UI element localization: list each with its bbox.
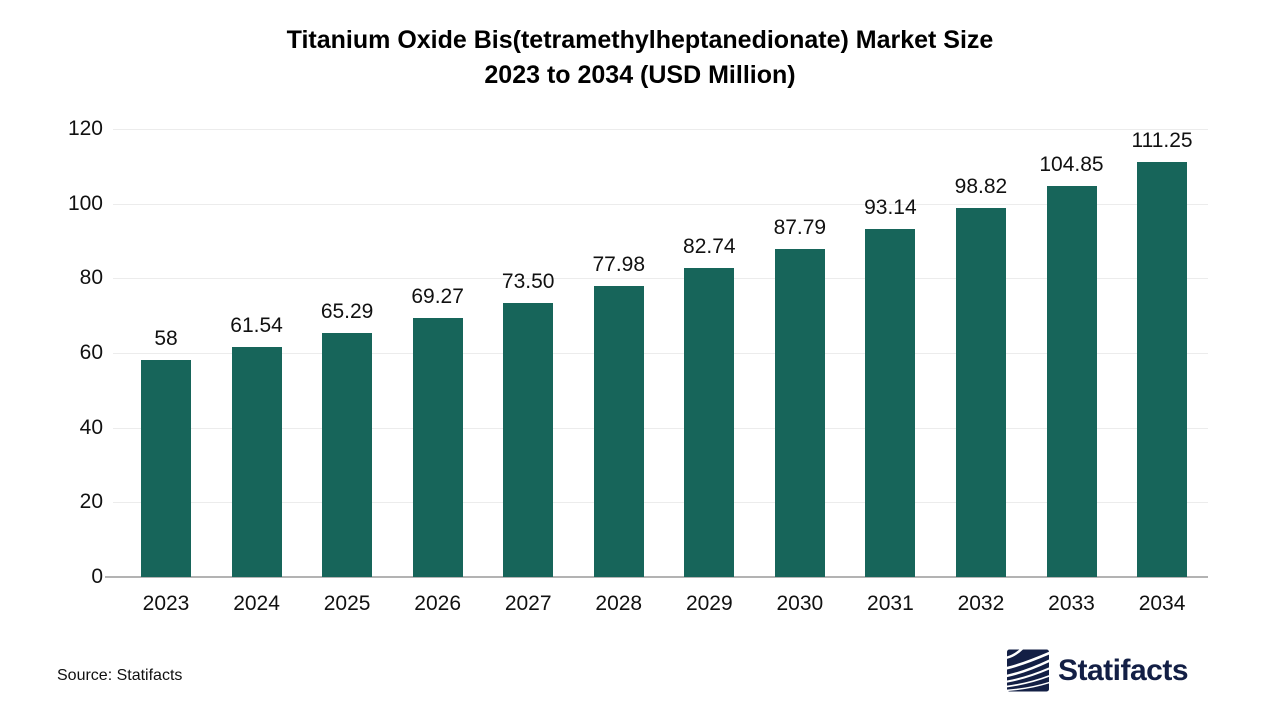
x-axis-tick-label: 2029 — [685, 592, 733, 615]
y-axis-tick-label: 40 — [79, 415, 103, 439]
bar-value-label: 73.50 — [501, 269, 555, 293]
source-note: Source: Statifacts — [57, 667, 183, 684]
bar-value-label: 104.85 — [1039, 152, 1104, 176]
bar-value-label: 87.79 — [773, 216, 827, 240]
bar-2031 — [865, 229, 916, 577]
y-axis-tick-label: 80 — [79, 266, 103, 290]
gridline-y-20 — [113, 502, 1208, 504]
gridline-y-60 — [113, 353, 1208, 354]
x-axis-line — [105, 576, 1208, 578]
x-axis-tick-label: 2030 — [776, 592, 824, 615]
x-axis-tick-label: 2034 — [1138, 592, 1186, 615]
bar-value-label: 82.74 — [683, 235, 736, 259]
bar-2026 — [412, 318, 463, 577]
bar-2034 — [1137, 161, 1188, 577]
bar-2029 — [684, 268, 735, 577]
x-axis-tick-label: 2033 — [1048, 592, 1095, 615]
bar-value-label: 93.14 — [864, 196, 917, 220]
brand-name: Statifacts — [1058, 654, 1189, 687]
bar-value-label: 98.82 — [954, 175, 1008, 199]
bar-2033 — [1046, 185, 1097, 577]
y-axis-tick-label: 100 — [67, 191, 103, 215]
x-axis-tick-label: 2028 — [595, 592, 643, 615]
y-axis-tick-label: 60 — [79, 341, 103, 364]
bar-value-label: 61.54 — [230, 314, 283, 338]
bar-2024 — [231, 347, 282, 577]
bar-value-label: 65.29 — [320, 300, 374, 324]
gridline-y-120 — [113, 129, 1208, 130]
bar-value-label: 77.98 — [592, 252, 646, 276]
waves-logo-icon — [1007, 649, 1049, 692]
gridline-y-100 — [113, 203, 1208, 205]
bar-value-label: 111.25 — [1131, 128, 1193, 152]
bar-2027 — [503, 302, 554, 577]
x-axis-tick-label: 2026 — [414, 592, 461, 615]
brand-logo: Statifacts — [1007, 649, 1189, 692]
bar-2030 — [774, 249, 825, 577]
x-axis-tick-label: 2031 — [867, 592, 914, 615]
y-axis-tick-label: 0 — [91, 565, 103, 588]
y-axis-tick-label: 20 — [79, 490, 103, 514]
bar-value-label: 69.27 — [411, 285, 464, 309]
x-axis-tick-label: 2032 — [957, 592, 1005, 615]
chart-title-line2: 2023 to 2034 (USD Million) — [484, 61, 796, 89]
bar-2032 — [955, 208, 1006, 577]
x-axis-tick-label: 2027 — [504, 592, 552, 615]
x-axis-tick-label: 2025 — [323, 592, 371, 615]
bar-value-label: 58 — [154, 327, 178, 351]
bar-2025 — [322, 333, 373, 577]
y-axis-tick-label: 120 — [67, 117, 103, 140]
x-axis-tick-label: 2023 — [142, 592, 190, 615]
gridline-y-80 — [113, 278, 1208, 280]
chart-title: Titanium Oxide Bis(tetramethylheptanedio… — [0, 23, 1280, 93]
chart-title-line1: Titanium Oxide Bis(tetramethylheptanedio… — [286, 26, 994, 54]
gridline-y-40 — [113, 427, 1208, 429]
bar-2023 — [141, 360, 191, 577]
x-axis-tick-label: 2024 — [233, 592, 280, 615]
bar-2028 — [593, 285, 644, 577]
